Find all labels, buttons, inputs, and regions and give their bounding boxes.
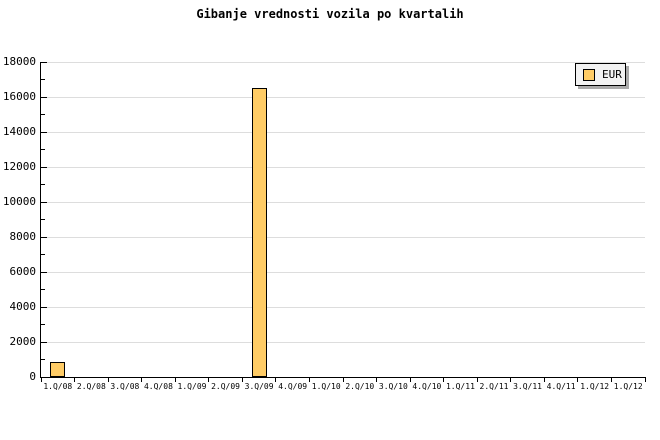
x-axis-label: 1.Q/10 (311, 382, 341, 391)
legend-swatch-eur (583, 68, 595, 81)
x-axis-tick (476, 377, 478, 382)
legend-label: EUR (602, 68, 622, 81)
y-axis-minor-tick (41, 219, 45, 220)
y-axis-label: 8000 (9, 230, 37, 243)
y-axis-label: 10000 (2, 195, 36, 208)
y-axis-label: 16000 (2, 90, 36, 103)
y-axis-label: 6000 (9, 265, 37, 278)
x-axis-tick (275, 377, 277, 382)
x-axis-label: 3.Q/08 (110, 382, 140, 391)
y-axis-tick (41, 306, 47, 308)
gridline (41, 271, 645, 273)
y-axis-minor-tick (41, 359, 45, 360)
x-axis-tick (610, 377, 612, 382)
bar-1-q-08 (50, 362, 66, 377)
x-axis-label: 3.Q/11 (513, 382, 542, 391)
x-axis-label: 3.Q/09 (244, 382, 274, 391)
x-axis-label: 1.Q/09 (177, 382, 207, 391)
y-axis-label: 12000 (2, 160, 36, 173)
legend: EUR (575, 63, 626, 86)
chart-title: Gibanje vrednosti vozila po kvartalih (196, 7, 464, 21)
y-axis-tick (41, 341, 47, 343)
gridline (41, 201, 645, 203)
plot-area: 0 2000 4000 6000 8000 10000 12000 14000 16000 180… (3, 56, 646, 391)
x-axis-label: 1.Q/12 (613, 382, 643, 391)
x-axis-tick (107, 377, 109, 382)
x-axis-tick (241, 377, 243, 382)
y-axis-minor-tick (41, 289, 45, 290)
x-axis-label: 1.Q/12 (580, 382, 610, 391)
x-axis-label: 2.Q/11 (479, 382, 509, 391)
x-axis-tick (510, 377, 512, 382)
y-axis-minor-tick (41, 324, 45, 325)
x-axis-tick (40, 377, 42, 382)
x-axis-tick (409, 377, 411, 382)
x-axis-label: 4.Q/08 (143, 382, 173, 391)
y-axis-label: 14000 (2, 125, 36, 138)
x-axis-label: 2.Q/08 (76, 382, 106, 391)
x-axis-tick (342, 377, 344, 382)
bar-3-q-09 (251, 88, 267, 377)
x-axis-label: 1.Q/08 (43, 382, 73, 391)
y-axis-label: 0 (29, 370, 36, 383)
x-axis-tick (141, 377, 143, 382)
y-axis-tick (41, 96, 47, 98)
y-axis-label: 2000 (9, 335, 37, 348)
y-axis-label: 18000 (2, 55, 36, 68)
y-axis-tick (41, 236, 47, 238)
x-axis-tick (174, 377, 176, 382)
x-axis-tick (577, 377, 579, 382)
x-axis-tick (376, 377, 378, 382)
gridline (41, 166, 645, 168)
y-axis-minor-tick (41, 149, 45, 150)
x-axis-label: 1.Q/11 (445, 382, 475, 391)
x-axis-tick (74, 377, 76, 382)
y-axis-tick (41, 271, 47, 273)
x-axis-tick (644, 377, 646, 382)
x-axis-tick (308, 377, 310, 382)
x-axis-label: 2.Q/09 (211, 382, 240, 391)
y-axis-minor-tick (41, 254, 45, 255)
x-axis-tick (208, 377, 210, 382)
gridline (41, 131, 645, 133)
y-axis-minor-tick (41, 114, 45, 115)
x-axis-label: 4.Q/11 (546, 382, 576, 391)
x-axis-label: 2.Q/10 (345, 382, 375, 391)
y-axis-label: 4000 (9, 300, 37, 313)
y-axis-tick (41, 131, 47, 133)
x-axis-tick (443, 377, 445, 382)
gridline (41, 96, 645, 98)
y-axis-tick (41, 166, 47, 168)
x-axis-label: 4.Q/10 (412, 382, 442, 391)
x-axis-tick (543, 377, 545, 382)
gridline (41, 236, 645, 238)
y-axis-tick (41, 61, 47, 63)
x-axis-label: 4.Q/09 (278, 382, 308, 391)
y-axis-minor-tick (41, 184, 45, 185)
y-axis-tick (41, 201, 47, 203)
gridline (41, 61, 645, 63)
y-axis-minor-tick (41, 79, 45, 80)
gridline (41, 306, 645, 308)
x-axis-label: 3.Q/10 (378, 382, 408, 391)
gridline (41, 341, 645, 343)
